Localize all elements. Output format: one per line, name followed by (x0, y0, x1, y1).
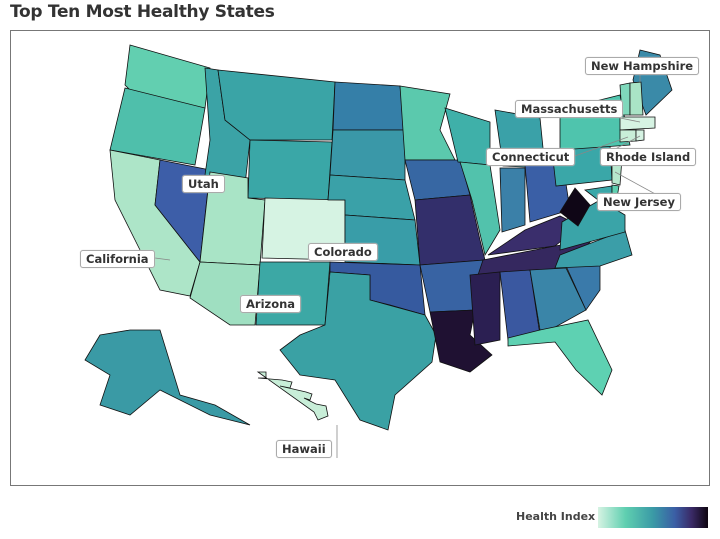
state-ct (619, 129, 637, 143)
state-sd (329, 129, 406, 181)
state-in (499, 167, 526, 233)
state-ia (404, 159, 471, 201)
state-mt (217, 69, 336, 141)
state-wy (247, 139, 333, 201)
chart-title: Top Ten Most Healthy States (10, 2, 275, 22)
label-arizona: Arizona (240, 295, 302, 313)
state-tx (279, 271, 437, 431)
label-leader-line (154, 257, 171, 261)
label-hawaii: Hawaii (276, 440, 332, 458)
label-leader-line (619, 117, 641, 123)
state-fl (507, 319, 613, 396)
state-ma (619, 116, 656, 131)
state-ak (84, 329, 251, 426)
state-or (109, 87, 206, 166)
state-mn (399, 85, 456, 161)
state-nh (629, 81, 644, 116)
state-il (459, 161, 501, 257)
label-new-hampshire: New Hampshire (585, 57, 700, 75)
state-hi (256, 371, 329, 421)
state-va (559, 199, 626, 251)
label-california: California (80, 250, 155, 268)
legend-title: Health Index (516, 510, 596, 523)
label-rhode-island: Rhode Island (600, 148, 697, 166)
label-massachusetts: Massachusetts (515, 100, 624, 118)
state-ga (529, 267, 587, 331)
map-frame (10, 30, 710, 486)
state-ri (635, 129, 645, 142)
state-az (189, 261, 261, 326)
label-leader-line (571, 136, 629, 158)
label-colorado: Colorado (308, 243, 378, 261)
state-nd (332, 81, 406, 131)
state-mo (414, 194, 486, 266)
state-nm (255, 261, 331, 326)
state-wv (559, 187, 591, 227)
label-new-jersey: New Jersey (597, 193, 681, 211)
state-ms (469, 271, 501, 346)
legend-color-scale (598, 507, 708, 528)
label-connecticut: Connecticut (486, 148, 576, 166)
label-utah: Utah (182, 175, 225, 193)
